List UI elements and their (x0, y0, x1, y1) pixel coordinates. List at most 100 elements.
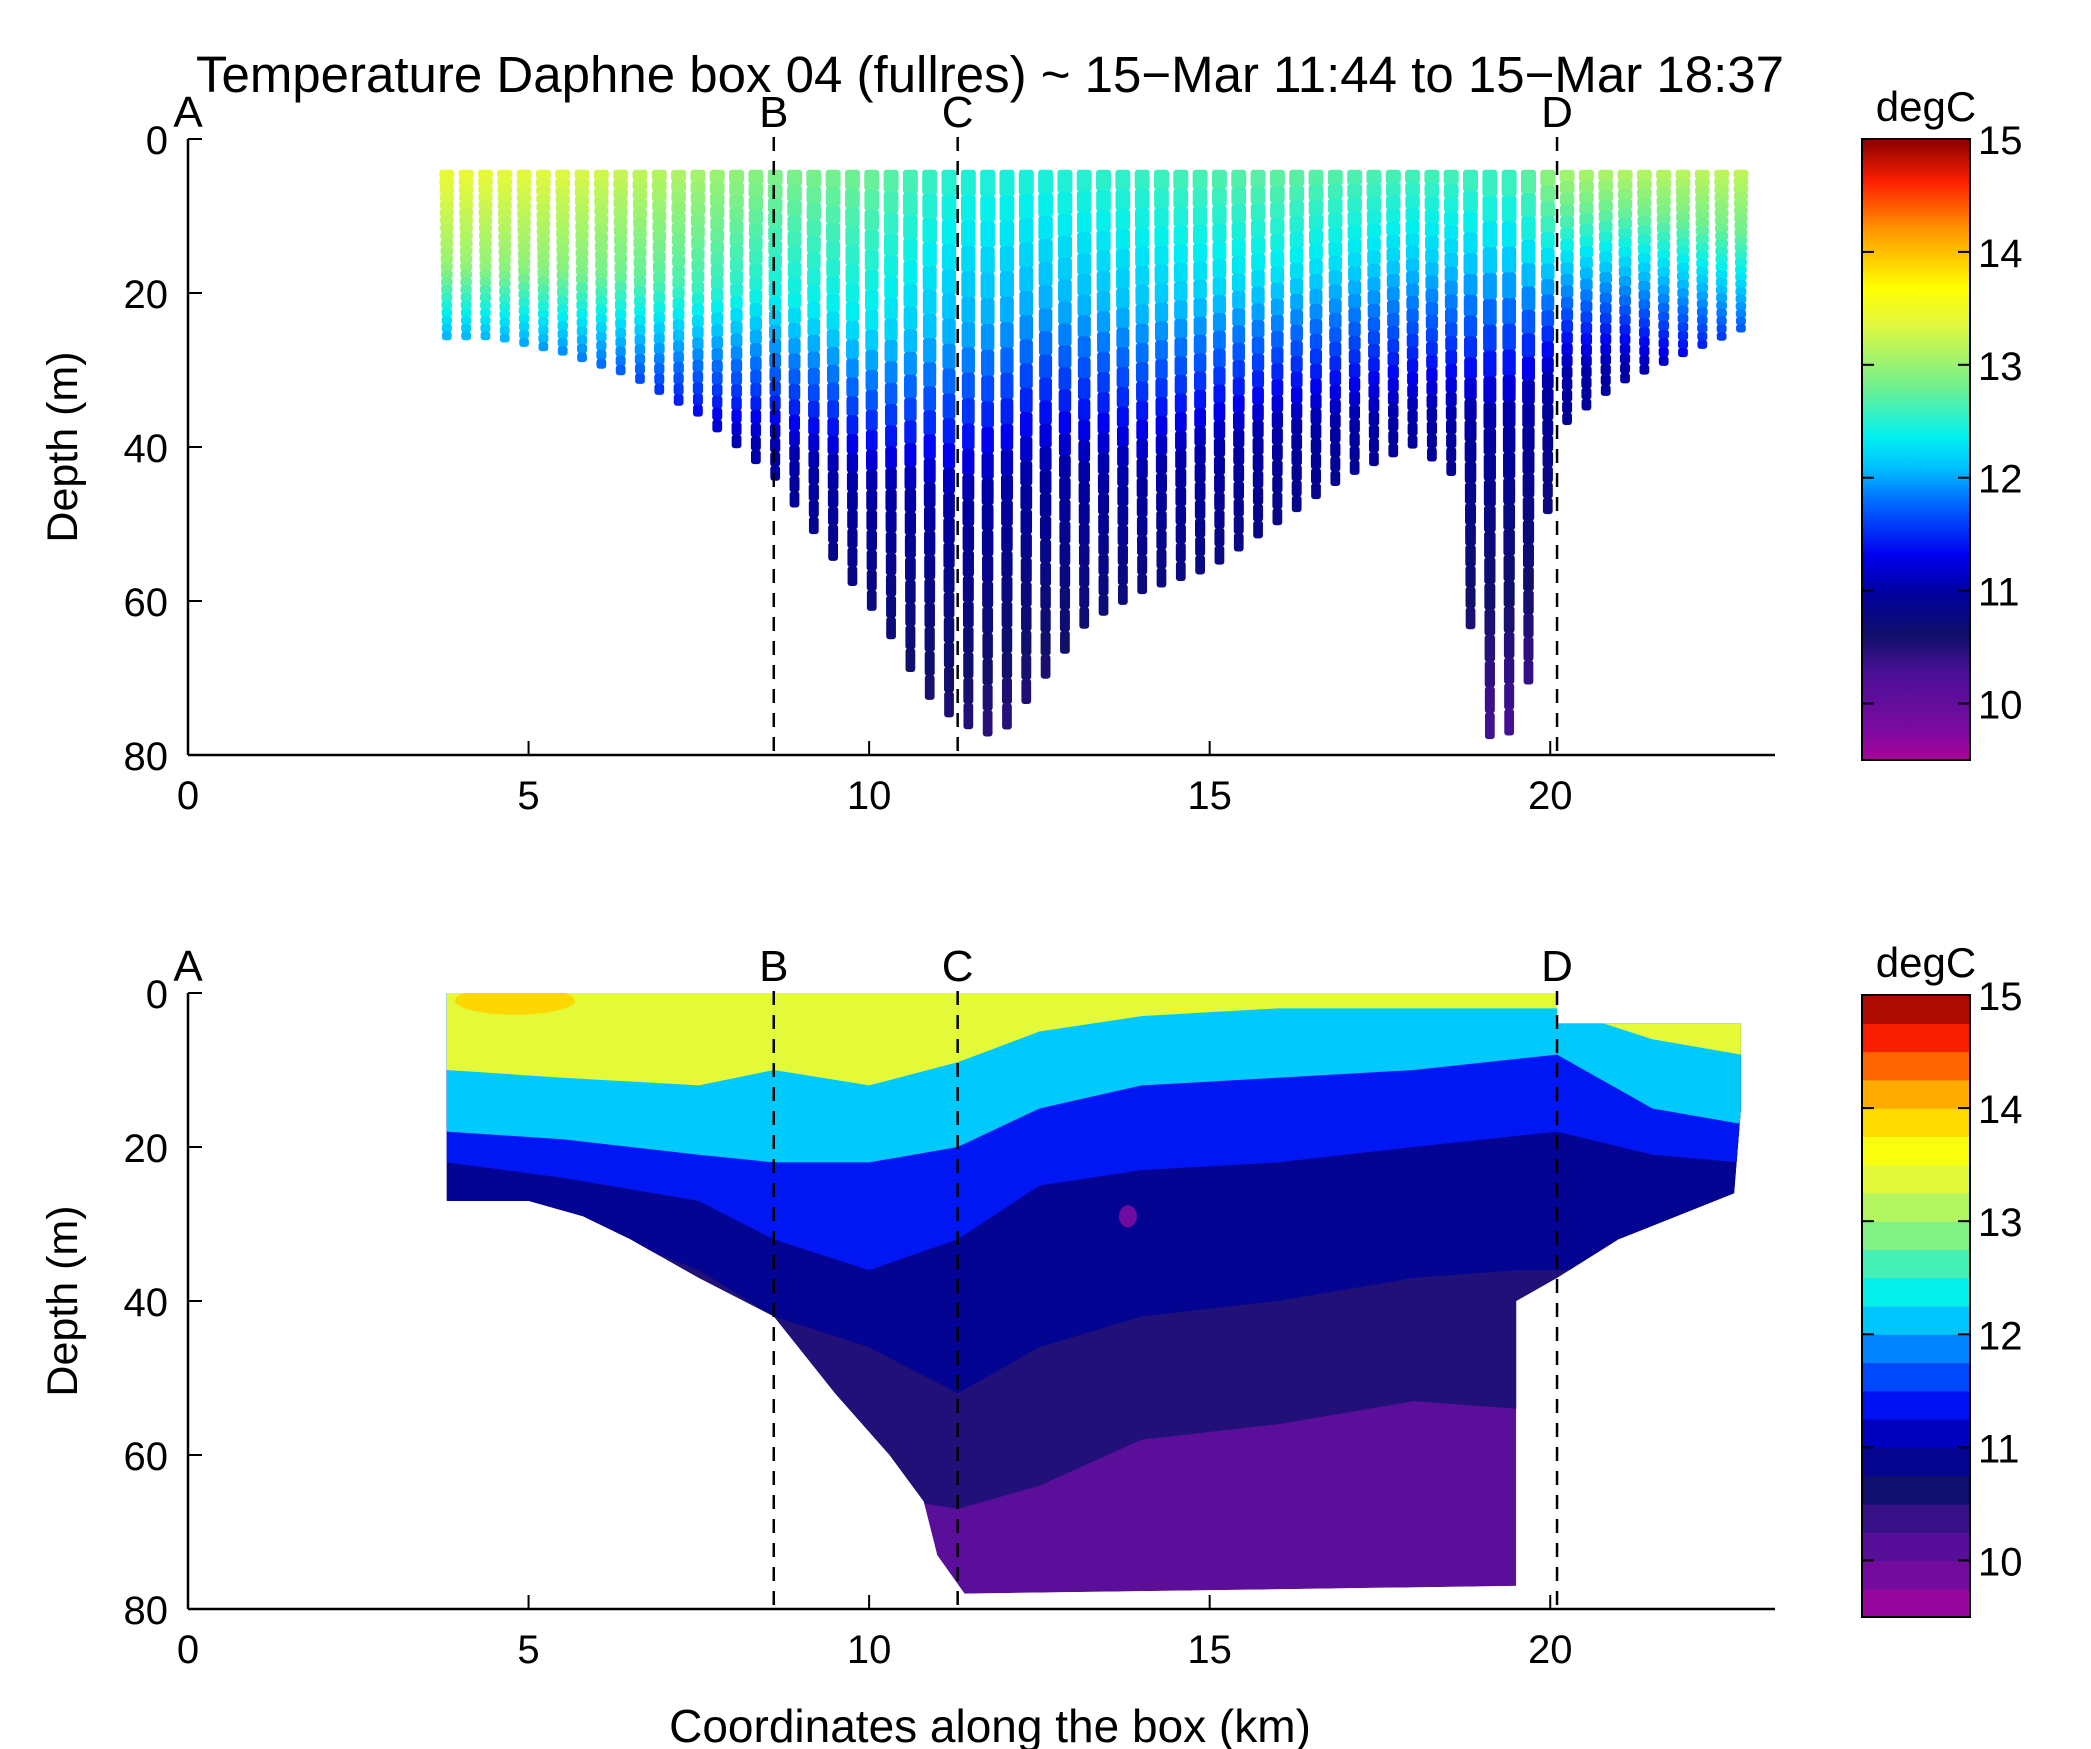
cast-segment (884, 276, 898, 299)
cast-segment (1446, 433, 1457, 449)
cast-segment (1308, 169, 1324, 186)
cast-segment (942, 269, 957, 296)
cast-segment (1637, 253, 1651, 264)
cast-segment (1174, 300, 1188, 320)
cast-segment (499, 279, 511, 288)
x-tick-label: 0 (177, 1628, 199, 1672)
cast-segment (1559, 169, 1575, 183)
cast-segment (1115, 268, 1130, 290)
cast-segment (864, 169, 880, 191)
cast-segment (942, 343, 956, 370)
cast-segment (1522, 403, 1535, 428)
cast-segment (1097, 473, 1110, 495)
cast-segment (1599, 241, 1613, 253)
cast-segment (632, 198, 648, 210)
cast-segment (1349, 390, 1361, 406)
cast-segment (1696, 283, 1709, 293)
cast-segment (847, 528, 858, 549)
cast-segment (768, 226, 783, 242)
cast-segment (1077, 273, 1092, 296)
cast-segment (1174, 356, 1188, 376)
cast-segment (1155, 453, 1168, 474)
cast-segment (1581, 354, 1592, 367)
cast-segment (729, 195, 744, 209)
cast-segment (1426, 420, 1438, 436)
cast-segment (499, 318, 510, 327)
cast-segment (1387, 352, 1400, 367)
colorbar-level (1862, 1023, 1970, 1053)
cast-segment (1251, 336, 1265, 355)
cast-segment (1270, 250, 1285, 268)
cast-segment (1019, 242, 1034, 268)
cast-segment (1290, 356, 1303, 373)
cast-segment (828, 524, 839, 544)
cast-segment (1560, 250, 1574, 264)
cast-segment (770, 437, 781, 453)
cast-segment (885, 425, 898, 448)
cast-segment (1175, 542, 1186, 563)
cast-segment (1502, 426, 1516, 454)
cast-segment (1443, 197, 1459, 213)
cast-segment (865, 329, 879, 351)
cast-segment (1541, 341, 1554, 359)
cast-segment (845, 207, 860, 228)
cast-segment (750, 449, 761, 465)
cast-segment (960, 195, 976, 222)
cast-segment (981, 349, 995, 377)
cast-segment (923, 458, 936, 484)
cast-segment (885, 553, 897, 576)
cast-segment (1580, 333, 1593, 346)
cast-segment (827, 488, 839, 508)
cast-segment (1347, 238, 1362, 254)
cast-segment (1579, 235, 1594, 248)
cast-segment (1405, 182, 1420, 197)
cast-segment (963, 652, 974, 679)
cast-segment (1522, 379, 1535, 405)
cast-segment (904, 443, 917, 467)
cast-segment (1501, 169, 1517, 197)
cast-segment (961, 296, 976, 324)
cast-segment (864, 249, 879, 271)
cast-segment (1426, 341, 1438, 356)
cast-segment (1194, 518, 1206, 538)
cast-segment (1038, 215, 1053, 241)
cast-segment (1020, 581, 1032, 608)
cast-segment (1329, 313, 1342, 329)
cast-segment (982, 581, 994, 608)
cast-segment (1658, 347, 1669, 358)
cast-segment (1272, 508, 1283, 526)
cast-segment (731, 421, 742, 436)
cast-segment (1405, 169, 1421, 184)
cast-segment (441, 308, 453, 318)
cast-segment (633, 266, 647, 278)
cast-segment (1407, 435, 1418, 449)
cast-segment (594, 250, 608, 261)
cast-segment (1136, 477, 1148, 498)
cast-segment (1658, 338, 1669, 349)
cast-segment (922, 241, 937, 268)
cast-segment (459, 216, 473, 225)
cast-segment (1483, 428, 1497, 455)
cast-segment (1464, 336, 1478, 359)
cast-segment (711, 348, 723, 362)
cast-segment (1465, 586, 1476, 609)
cast-segment (1039, 469, 1052, 495)
cast-segment (711, 336, 723, 350)
y-tick-label: 80 (124, 1589, 169, 1633)
cast-segment (576, 326, 588, 337)
cast-segment (710, 276, 724, 290)
cast-segment (1444, 308, 1458, 324)
cast-segment (749, 316, 762, 331)
y-tick-label: 20 (124, 273, 169, 317)
cast-segment (1328, 227, 1343, 243)
cast-segment (1405, 195, 1420, 209)
cast-segment (1136, 400, 1149, 421)
cast-segment (1057, 213, 1073, 237)
cast-segment (555, 186, 570, 197)
cast-segment (1715, 247, 1728, 256)
colorbar-gradient (1862, 139, 1970, 760)
cast-segment (1637, 234, 1651, 245)
cast-segment (1038, 308, 1053, 333)
cast-segment (1059, 477, 1071, 501)
cast-segment (671, 223, 686, 235)
